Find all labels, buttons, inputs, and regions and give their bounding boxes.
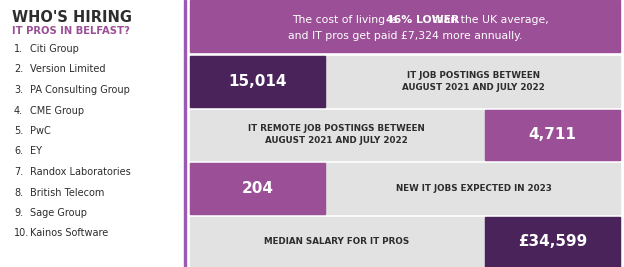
Text: 2.: 2.	[14, 65, 23, 74]
Text: 9.: 9.	[14, 208, 23, 218]
Text: EY: EY	[30, 147, 42, 156]
Text: 46% LOWER: 46% LOWER	[386, 15, 459, 25]
Text: IT JOB POSTINGS BETWEEN
AUGUST 2021 AND JULY 2022: IT JOB POSTINGS BETWEEN AUGUST 2021 AND …	[402, 71, 545, 92]
Text: and IT pros get paid £7,324 more annually.: and IT pros get paid £7,324 more annuall…	[288, 31, 522, 41]
Text: 204: 204	[241, 181, 274, 196]
Text: IT PROS IN BELFAST?: IT PROS IN BELFAST?	[12, 26, 130, 36]
Text: WHO'S HIRING: WHO'S HIRING	[12, 10, 132, 25]
Bar	[190, 56, 620, 107]
Text: NEW IT JOBS EXPECTED IN 2023: NEW IT JOBS EXPECTED IN 2023	[396, 184, 552, 193]
Text: PwC: PwC	[30, 126, 51, 136]
Bar	[190, 56, 326, 107]
Text: Sage Group: Sage Group	[30, 208, 87, 218]
Text: British Telecom: British Telecom	[30, 187, 104, 198]
Text: MEDIAN SALARY FOR IT PROS: MEDIAN SALARY FOR IT PROS	[264, 237, 409, 246]
Text: 3.: 3.	[14, 85, 23, 95]
Text: 4.: 4.	[14, 105, 23, 116]
Bar	[485, 217, 620, 267]
Text: CME Group: CME Group	[30, 105, 84, 116]
Bar	[190, 163, 620, 214]
Text: 4,711: 4,711	[529, 127, 576, 142]
Bar	[183, 0, 186, 267]
Text: Citi Group: Citi Group	[30, 44, 79, 54]
Text: IT REMOTE JOB POSTINGS BETWEEN
AUGUST 2021 AND JULY 2022: IT REMOTE JOB POSTINGS BETWEEN AUGUST 20…	[248, 124, 425, 145]
Text: 15,014: 15,014	[228, 74, 287, 89]
Text: 6.: 6.	[14, 147, 23, 156]
Bar	[485, 109, 620, 160]
Text: Version Limited: Version Limited	[30, 65, 105, 74]
Text: The cost of living is: The cost of living is	[292, 15, 401, 25]
Text: PA Consulting Group: PA Consulting Group	[30, 85, 130, 95]
Text: 7.: 7.	[14, 167, 23, 177]
Text: Randox Laboratories: Randox Laboratories	[30, 167, 131, 177]
Text: than the UK average,: than the UK average,	[429, 15, 548, 25]
Text: 8.: 8.	[14, 187, 23, 198]
Text: 1.: 1.	[14, 44, 23, 54]
Bar	[190, 0, 620, 52]
Text: 5.: 5.	[14, 126, 23, 136]
Bar	[190, 217, 620, 267]
Bar	[190, 109, 620, 160]
Text: £34,599: £34,599	[518, 234, 587, 249]
Text: Kainos Software: Kainos Software	[30, 229, 108, 238]
Text: 10.: 10.	[14, 229, 29, 238]
Bar	[190, 163, 326, 214]
